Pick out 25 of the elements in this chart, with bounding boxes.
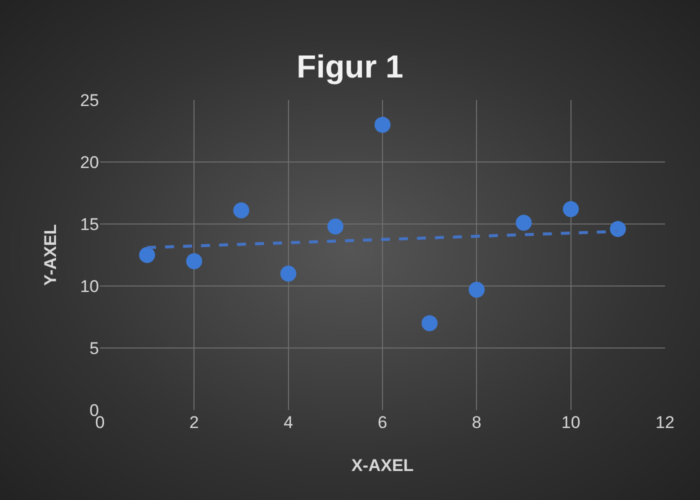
point — [233, 202, 250, 218]
point — [468, 282, 485, 298]
x-tick-label: 12 — [656, 413, 674, 432]
y-tick-label: 10 — [80, 276, 99, 296]
x-tick-label: 2 — [189, 413, 199, 432]
x-tick-label: 8 — [472, 413, 482, 432]
point — [139, 247, 156, 263]
x-tick-label: 6 — [378, 413, 388, 432]
x-axis-title: X-AXEL — [351, 456, 414, 475]
point — [327, 218, 344, 234]
chart-title: Figur 1 — [296, 48, 404, 84]
y-tick-label: 15 — [80, 214, 99, 234]
point — [280, 266, 296, 282]
y-tick-label: 20 — [80, 152, 99, 172]
x-tick-label: 10 — [561, 413, 580, 432]
y-tick-label: 25 — [80, 90, 99, 110]
point — [562, 201, 579, 218]
point — [422, 315, 438, 332]
point — [516, 214, 532, 231]
point — [610, 220, 626, 237]
x-tick-label: 4 — [284, 413, 294, 432]
y-tick-label: 5 — [90, 338, 99, 358]
point — [186, 253, 202, 270]
point — [374, 116, 390, 133]
y-axis-title: Y-AXEL — [41, 224, 60, 286]
